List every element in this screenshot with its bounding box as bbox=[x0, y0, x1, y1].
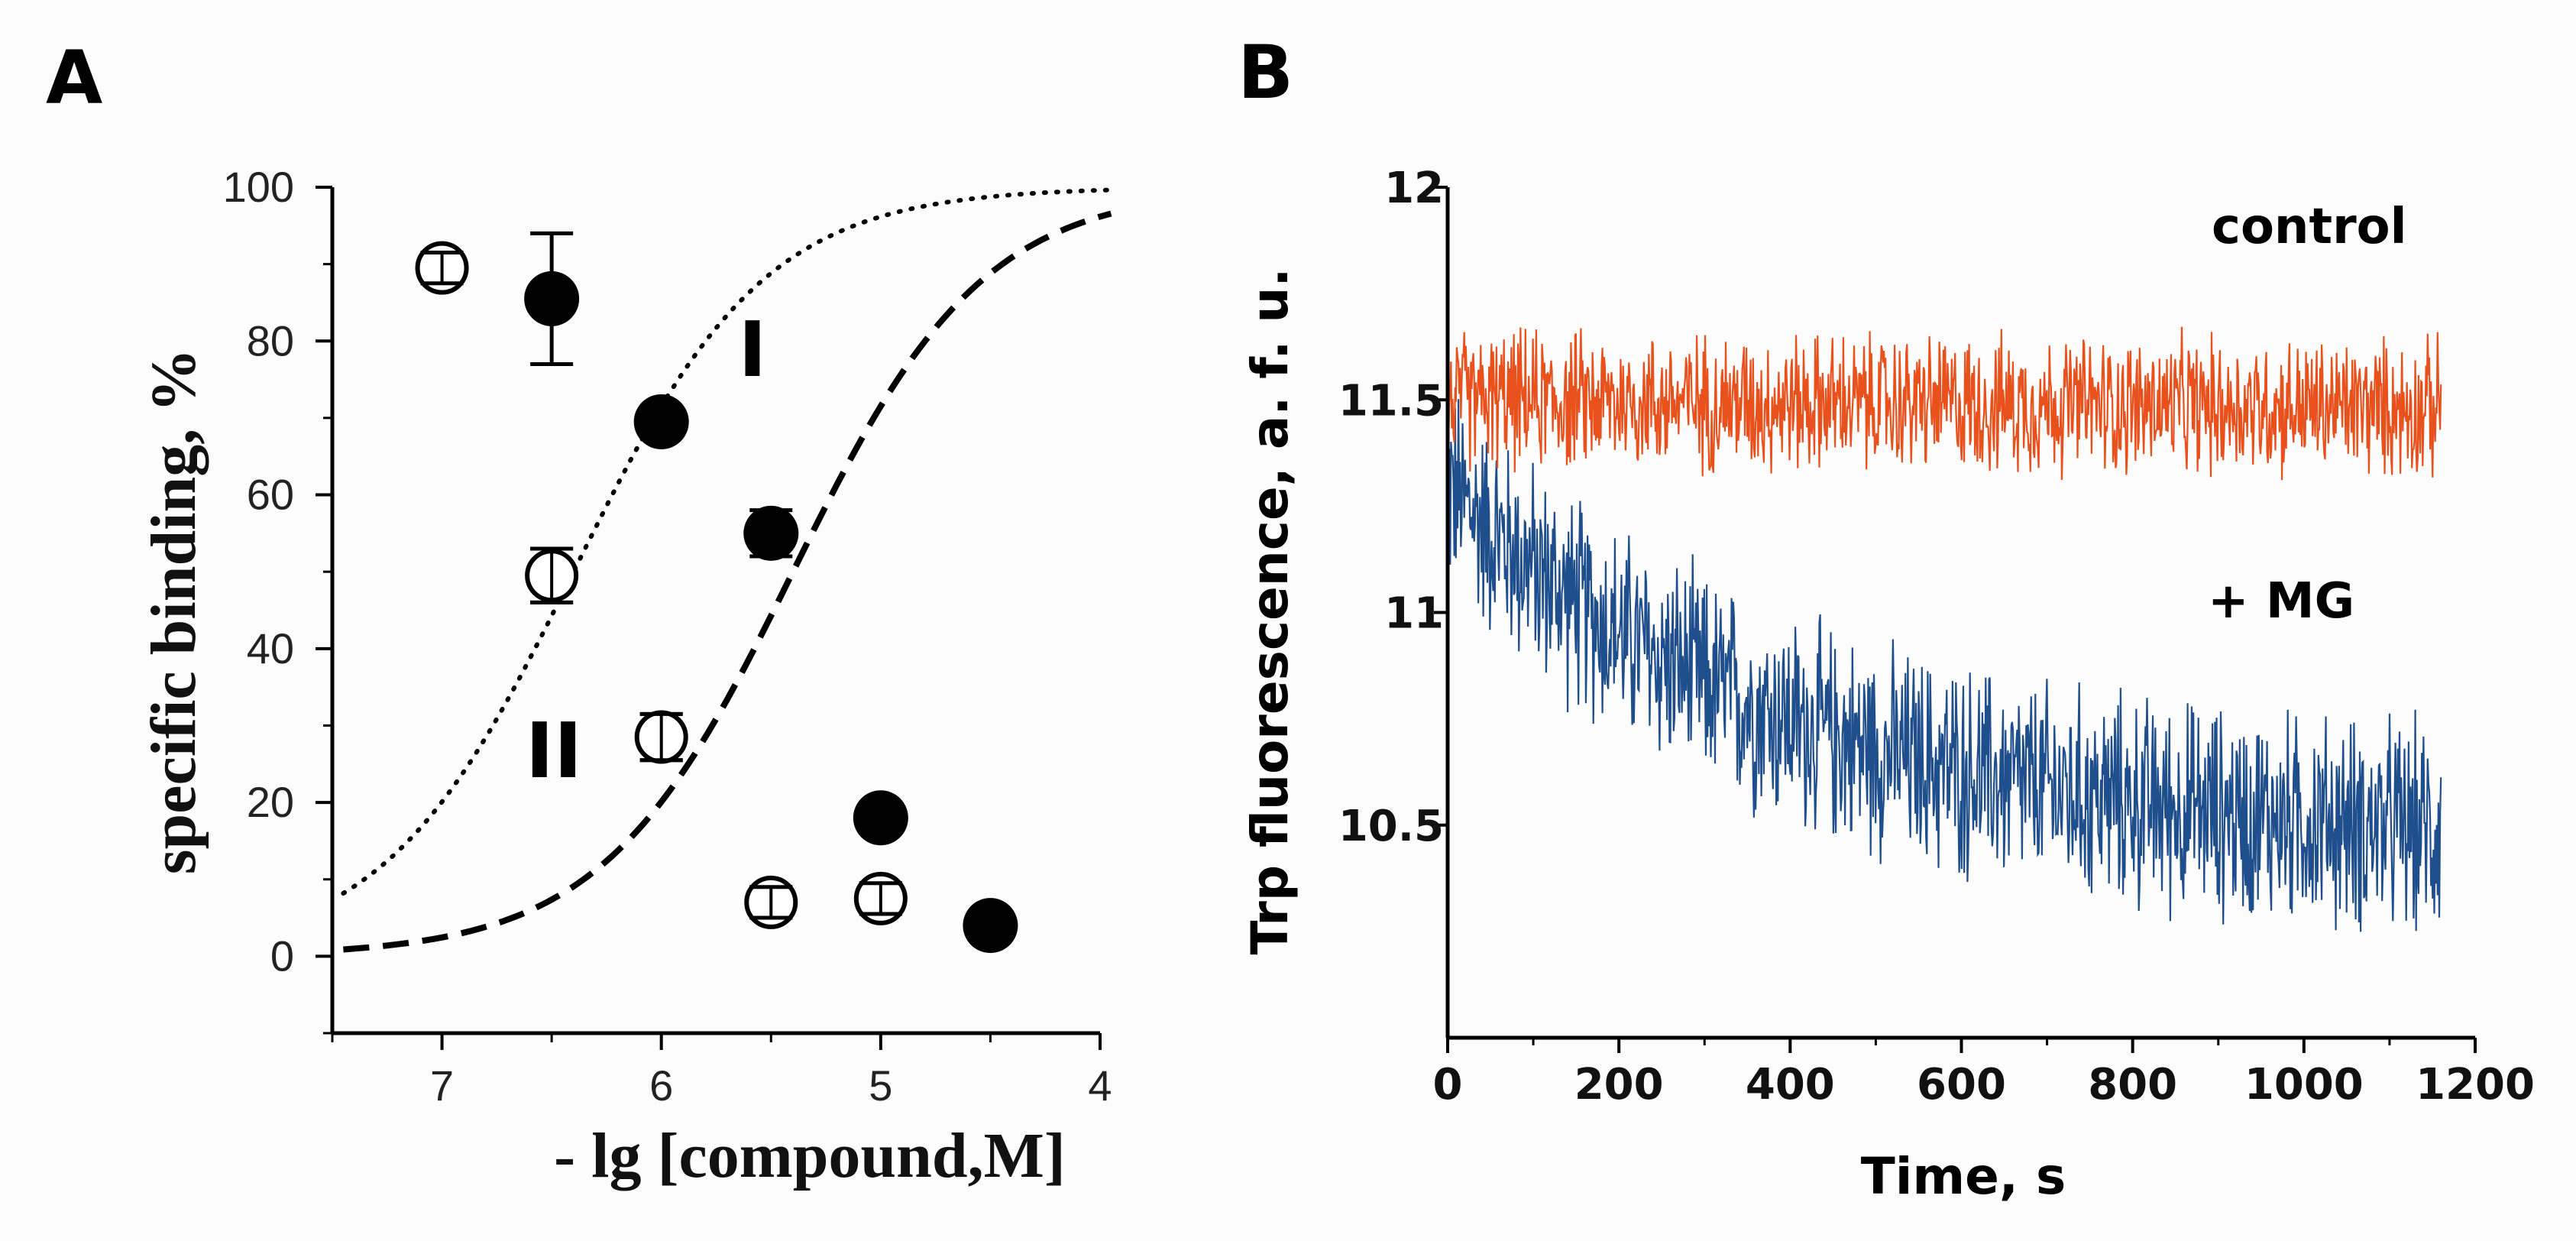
b-y-ticks: 10.5 11 11.5 12 bbox=[1338, 164, 1448, 851]
a-data-points bbox=[415, 231, 1018, 954]
a-point-i bbox=[853, 790, 908, 846]
a-marker-filled bbox=[963, 898, 1018, 954]
b-x-tick-label: 800 bbox=[2088, 1060, 2177, 1110]
b-x-tick-label: 1200 bbox=[2416, 1060, 2535, 1110]
a-point-ii bbox=[853, 871, 908, 925]
a-point-ii bbox=[634, 710, 688, 764]
a-y-axis-label: specific binding, % bbox=[138, 348, 209, 874]
a-point-ii bbox=[525, 546, 579, 604]
a-x-axis-label: - lg [compound,M] bbox=[554, 1120, 1066, 1191]
a-x-tick-label: 5 bbox=[869, 1061, 892, 1110]
b-x-axis-label: Time, s bbox=[1861, 1147, 2066, 1206]
b-y-tick-label: 11.5 bbox=[1338, 376, 1444, 426]
a-marker-filled bbox=[853, 790, 908, 846]
b-x-tick-label: 600 bbox=[1917, 1060, 2006, 1110]
b-annotation-mg: + MG bbox=[2208, 573, 2354, 630]
a-x-tick-label: 6 bbox=[649, 1061, 673, 1110]
b-y-axis-label: Trp fluorescence, a. f. u. bbox=[1241, 268, 1299, 955]
a-point-i bbox=[743, 505, 799, 561]
a-point-ii bbox=[415, 241, 469, 295]
a-curve-label-i: I bbox=[738, 305, 766, 394]
a-x-tick-label: 4 bbox=[1088, 1061, 1112, 1110]
panel-b-label: B bbox=[1238, 30, 1293, 115]
a-y-tick-label: 100 bbox=[223, 163, 294, 211]
a-fit-curves bbox=[341, 187, 1114, 953]
b-x-ticks: 0 200 400 600 800 1000 1200 bbox=[1433, 1038, 2535, 1110]
panel-a-label: A bbox=[46, 35, 102, 121]
b-trace-mg bbox=[1446, 399, 2442, 932]
panel-a-chart: 0 20 40 60 80 100 7 6 5 4 - lg [compound,M] spec… bbox=[138, 163, 1114, 1191]
b-x-tick-label: 0 bbox=[1433, 1060, 1463, 1110]
b-x-tick-label: 200 bbox=[1574, 1060, 1664, 1110]
b-x-tick-label: 1000 bbox=[2244, 1060, 2364, 1110]
a-fit-curve-i bbox=[343, 210, 1112, 953]
panel-b-chart: 10.5 11 11.5 12 0 200 400 600 800 1000 1200 Time,… bbox=[1241, 164, 2535, 1206]
b-y-tick-label: 10.5 bbox=[1338, 802, 1444, 851]
a-x-tick-label: 7 bbox=[430, 1061, 454, 1110]
b-y-tick-label: 11 bbox=[1384, 589, 1444, 639]
a-marker-filled bbox=[633, 394, 689, 449]
a-point-ii bbox=[744, 875, 798, 929]
a-y-ticks: 0 20 40 60 80 100 bbox=[223, 163, 332, 1035]
a-y-tick-label: 60 bbox=[247, 471, 294, 519]
b-annotation-control: control bbox=[2212, 199, 2407, 255]
a-fit-curve-ii bbox=[341, 187, 1114, 896]
a-marker-filled bbox=[524, 271, 580, 326]
a-y-tick-label: 0 bbox=[270, 932, 294, 980]
a-x-ticks: 7 6 5 4 bbox=[331, 1033, 1112, 1110]
a-y-tick-label: 80 bbox=[247, 316, 294, 365]
a-marker-filled bbox=[743, 505, 799, 561]
a-point-i bbox=[963, 898, 1018, 954]
a-y-tick-label: 40 bbox=[247, 624, 294, 672]
b-y-tick-label: 12 bbox=[1384, 164, 1444, 213]
b-series bbox=[1446, 326, 2442, 932]
b-x-tick-label: 400 bbox=[1746, 1060, 1835, 1110]
a-point-i bbox=[633, 394, 689, 449]
b-trace-control bbox=[1446, 326, 2442, 481]
a-curve-label-ii: II bbox=[526, 706, 582, 795]
a-y-tick-label: 20 bbox=[247, 778, 294, 826]
a-point-i bbox=[524, 231, 580, 366]
